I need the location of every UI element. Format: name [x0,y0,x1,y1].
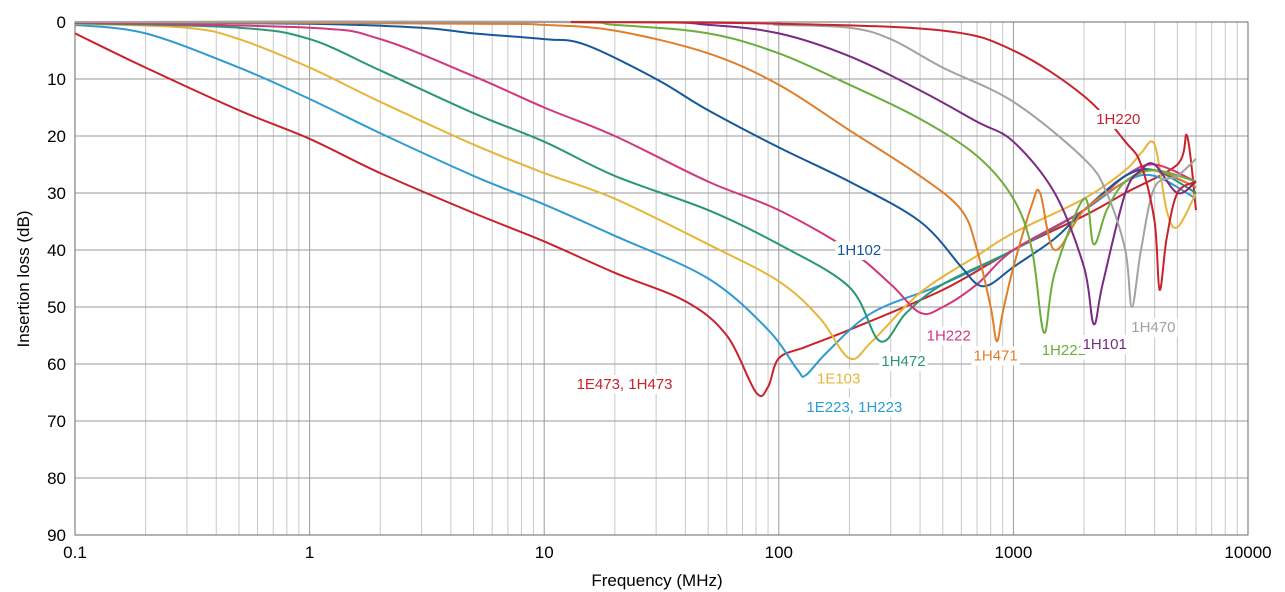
series-label-bg [804,397,905,417]
series-label-bg [814,369,863,389]
series-label-bg [1094,109,1143,129]
y-tick-label: 80 [47,469,66,488]
series-line-0 [74,32,1197,398]
series-label-2: 1E103 [817,370,860,387]
x-tick-label: 0.1 [63,543,87,562]
series-line-5 [74,21,1197,288]
series-label-bg [1129,317,1178,337]
y-tick-label: 20 [47,127,66,146]
chart-series-group [74,20,1197,398]
y-tick-label: 60 [47,355,66,374]
y-tick-label: 30 [47,184,66,203]
series-label-7: 1H221 [1042,342,1086,359]
series-label-9: 1H470 [1131,319,1175,336]
y-tick-label: 70 [47,412,66,431]
series-label-6: 1H471 [974,347,1018,364]
x-axis-label: Frequency (MHz) [591,571,722,590]
series-label-4: 1H222 [927,328,971,345]
series-label-8: 1H101 [1083,336,1127,353]
x-tick-label: 1000 [994,543,1032,562]
series-label-bg [574,374,675,394]
series-label-bg [971,346,1020,366]
y-axis-label: Insertion loss (dB) [14,211,33,348]
series-label-3: 1H472 [881,353,925,370]
x-tick-label: 1 [305,543,314,562]
series-label-bg [1080,335,1129,355]
series-line-7 [74,20,1197,334]
series-label-10: 1H220 [1096,111,1140,128]
x-tick-label: 100 [765,543,793,562]
series-label-0: 1E473, 1H473 [577,376,673,393]
y-tick-label: 90 [47,526,66,545]
series-label-bg [879,352,928,372]
series-label-1: 1E223, 1H223 [806,399,902,416]
series-line-3 [74,22,1197,343]
series-label-bg [835,241,884,260]
chart-grid [74,21,1249,536]
y-tick-label: 10 [47,70,66,89]
series-line-9 [74,20,1197,308]
series-label-bg [1039,340,1088,360]
y-tick-label: 0 [57,13,66,32]
x-tick-label: 10000 [1224,543,1271,562]
chart-tick-labels: 0.1 1 10 100 1000 10000 0 10 20 30 40 50 60 70 80 90 [47,13,1272,562]
y-tick-label: 40 [47,241,66,260]
series-line-1 [74,23,1197,378]
series-line-4 [74,21,1197,316]
series-line-10 [570,21,1197,291]
x-tick-label: 10 [535,543,554,562]
y-tick-label: 50 [47,298,66,317]
series-line-6 [74,21,1197,343]
series-label-bg [924,326,973,346]
plot-frame [74,21,1249,536]
series-label-5: 1H102 [837,242,881,259]
series-line-2 [74,22,1197,361]
